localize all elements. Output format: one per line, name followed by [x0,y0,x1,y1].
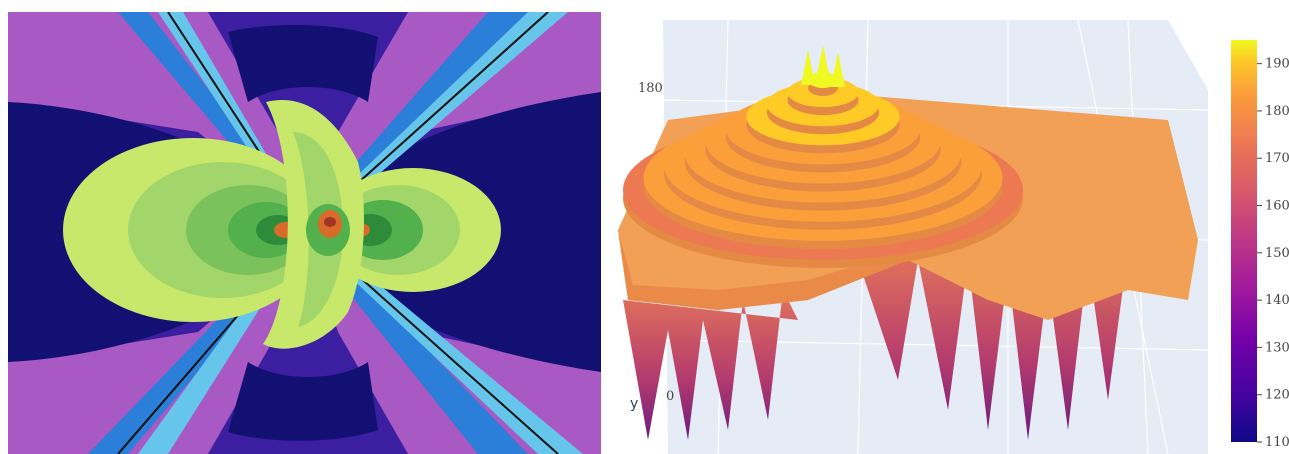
colorbar-ticks: 110 120 130 140 150 160 170 180 190 [1257,57,1289,450]
fractal-navy-top [228,25,378,102]
fractal-center-core-dark [324,217,336,227]
colorbar-tick-label: 150 [1265,246,1289,261]
fractal-cyan-band-bottom-right [313,238,583,454]
surface-peak [816,45,830,80]
colorbar-tick-label: 190 [1265,57,1289,72]
colorbar-tick-label: 130 [1265,340,1289,355]
fractal-cyan-band-top-right [313,12,568,222]
surface-peak [831,52,845,87]
surface-terraces [623,45,1023,268]
surface-spike-left [623,290,798,440]
colorbar-tick-label: 160 [1265,199,1289,214]
fractal-heatmap [8,12,601,454]
colorbar-tick-label: 110 [1265,435,1289,450]
fractal-wedge-bottom-right [308,237,601,454]
colorbar-tick-label: 180 [1265,104,1289,119]
z-tick-label: 180 [638,81,663,96]
y-axis-label: y [630,396,638,412]
fractal-wedge-top-left [8,12,308,222]
surface-plateau-shadow [618,230,908,310]
colorbar-tick-label: 170 [1265,151,1289,166]
surface-peak [801,50,815,85]
fractal-wedge-top-right [308,12,601,222]
fractal-wedge-bottom-left [8,237,308,454]
colorbar-tick-label: 120 [1265,388,1289,403]
fractal-blue-band-bottom-right [308,236,528,454]
fractal-navy-bottom [228,362,378,441]
colorbar [1231,40,1257,442]
y-tick-label: 0 [666,389,674,404]
colorbar-tick-label: 140 [1265,293,1289,308]
